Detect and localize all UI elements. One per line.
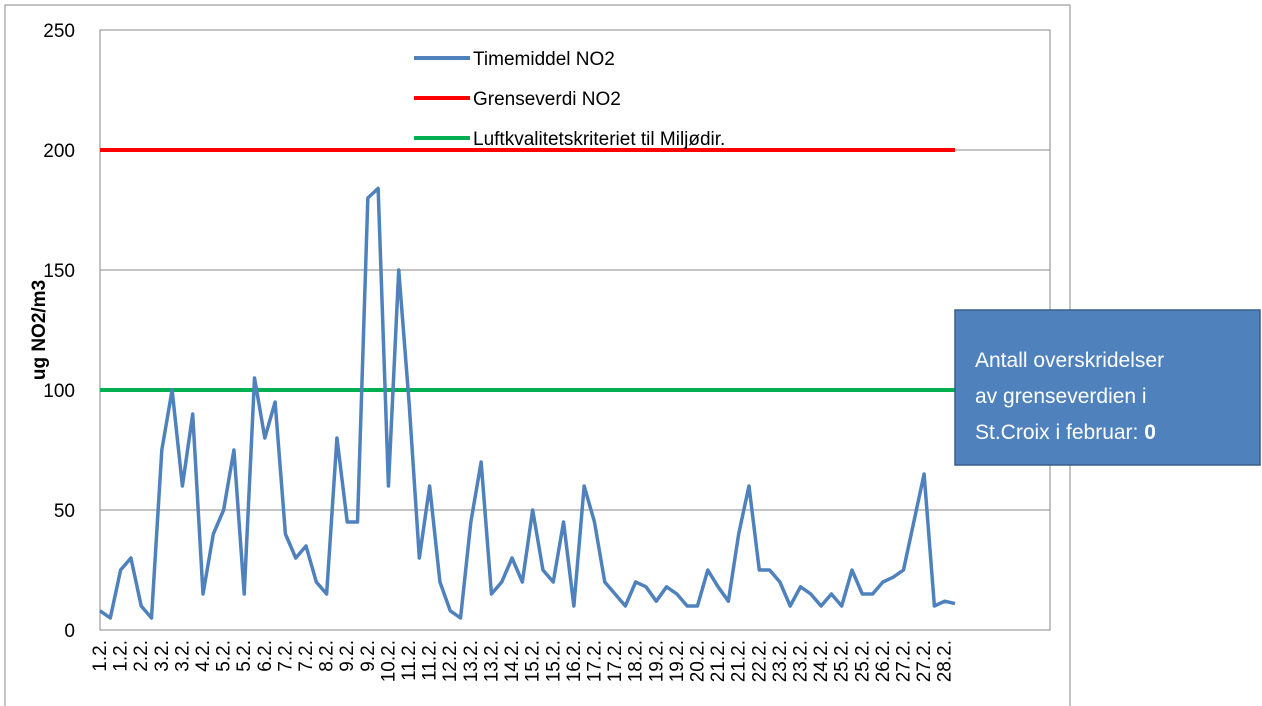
x-tick-label: 9.2. (358, 640, 379, 672)
x-tick-label: 24.2. (811, 640, 832, 682)
x-tick-label: 12.2. (440, 640, 461, 682)
annotation-text: av grenseverdien i (975, 385, 1147, 408)
plot-area (99, 29, 1051, 631)
y-tick-label: 250 (43, 21, 75, 42)
x-tick-label: 11.2. (420, 640, 441, 681)
x-tick-label: 21.2. (729, 640, 750, 682)
x-tick-label: 22.2. (749, 640, 770, 682)
x-tick-label: 3.2. (152, 640, 173, 672)
x-tick-label: 7.2. (296, 640, 317, 672)
annotation-box (954, 309, 1261, 466)
x-tick-label: 15.2. (543, 640, 564, 682)
legend-label: Luftkvalitetskriteriet til Miljødir. (473, 129, 725, 150)
annotation-text: St.Croix i februar: 0 (975, 421, 1156, 444)
y-tick-label: 200 (43, 141, 75, 162)
x-tick-label: 20.2. (687, 640, 708, 682)
y-axis-label: ug NO2/m3 (29, 280, 50, 380)
y-tick-label: 0 (64, 621, 75, 642)
x-tick-label: 1.2. (90, 640, 111, 672)
x-tick-label: 16.2. (564, 640, 585, 682)
x-tick-label: 19.2. (646, 640, 667, 682)
x-tick-label: 17.2. (605, 640, 626, 682)
y-tick-label: 100 (43, 381, 75, 402)
x-tick-label: 13.2. (481, 640, 502, 682)
x-tick-label: 3.2. (172, 640, 193, 672)
x-tick-label: 13.2. (461, 640, 482, 682)
y-tick-label: 50 (54, 501, 75, 522)
legend-label: Grenseverdi NO2 (473, 89, 621, 110)
x-tick-label: 15.2. (523, 640, 544, 682)
x-tick-label: 23.2. (790, 640, 811, 682)
data-line (98, 186, 956, 620)
x-tick-label: 26.2. (873, 640, 894, 682)
x-tick-label: 28.2. (935, 640, 956, 682)
chart-frame (4, 4, 1071, 706)
x-tick-label: 27.2. (914, 640, 935, 682)
annotation-value: 0 (1144, 421, 1156, 444)
x-tick-label: 7.2. (275, 640, 296, 672)
x-tick-label: 5.2. (214, 640, 235, 672)
x-tick-label: 25.2. (832, 640, 853, 682)
x-tick-label: 4.2. (193, 640, 214, 672)
x-tick-label: 9.2. (337, 640, 358, 672)
x-tick-label: 25.2. (852, 640, 873, 682)
x-tick-label: 17.2. (584, 640, 605, 682)
x-tick-label: 8.2. (317, 640, 338, 672)
x-tick-label: 10.2. (378, 640, 399, 682)
x-tick-label: 1.2. (111, 640, 132, 672)
x-tick-label: 23.2. (770, 640, 791, 682)
x-tick-label: 14.2. (502, 640, 523, 682)
x-tick-label: 21.2. (708, 640, 729, 682)
legend-label: Timemiddel NO2 (473, 49, 615, 70)
x-tick-label: 19.2. (667, 640, 688, 682)
x-tick-label: 2.2. (131, 640, 152, 672)
x-tick-label: 6.2. (255, 640, 276, 672)
x-tick-label: 27.2. (893, 640, 914, 682)
y-tick-label: 150 (43, 261, 75, 282)
annotation-text: Antall overskridelser (975, 349, 1164, 372)
x-tick-label: 5.2. (234, 640, 255, 672)
x-tick-label: 11.2. (399, 640, 420, 681)
x-tick-label: 18.2. (626, 640, 647, 682)
